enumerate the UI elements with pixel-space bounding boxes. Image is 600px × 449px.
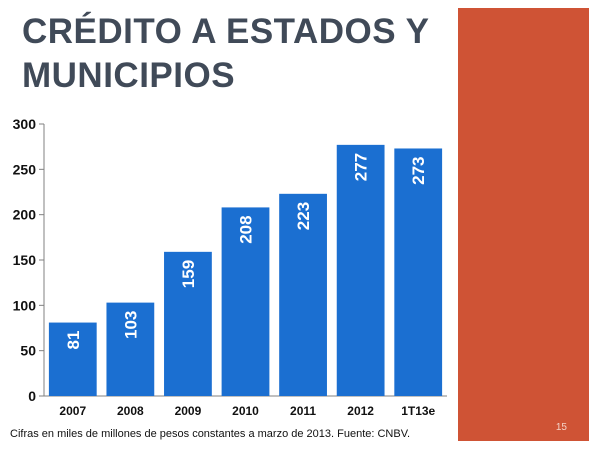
x-tick-label: 1T13e: [401, 404, 435, 418]
y-tick-label: 50: [20, 343, 36, 359]
x-tick-label: 2007: [59, 404, 86, 418]
slide-title: CRÉDITO A ESTADOS Y MUNICIPIOS: [22, 10, 442, 98]
y-tick-label: 250: [13, 161, 37, 177]
bar-2010: [221, 207, 270, 396]
data-label: 223: [294, 202, 313, 230]
accent-side-panel: 15: [458, 8, 589, 441]
slide-title-line-2: MUNICIPIOS: [22, 56, 236, 95]
x-tick-label: 2011: [290, 404, 316, 418]
bar-2011: [279, 193, 327, 396]
x-tick-label: 2008: [117, 404, 144, 418]
slide-title-line-1: CRÉDITO A ESTADOS Y: [22, 12, 430, 51]
data-label: 273: [409, 156, 428, 184]
bar-2009: [164, 251, 212, 396]
data-label: 208: [237, 215, 256, 243]
y-tick-label: 200: [13, 207, 37, 223]
data-label: 81: [64, 331, 83, 350]
y-tick-label: 300: [13, 116, 37, 132]
bar-2012: [336, 144, 385, 396]
page-number: 15: [555, 422, 567, 433]
data-label: 103: [121, 311, 140, 339]
bar-2008: [106, 302, 155, 396]
y-tick-label: 0: [28, 388, 36, 404]
bar-2007: [48, 322, 97, 396]
data-label: 159: [179, 260, 198, 288]
x-tick-label: 2010: [232, 404, 259, 418]
y-tick-label: 150: [13, 252, 37, 268]
bar-1T13e: [394, 148, 443, 396]
x-tick-label: 2012: [347, 404, 374, 418]
chart-caption: Cifras en miles de millones de pesos con…: [10, 428, 411, 440]
x-tick-label: 2009: [175, 404, 202, 418]
data-label: 277: [352, 153, 371, 181]
y-tick-label: 100: [13, 297, 37, 313]
